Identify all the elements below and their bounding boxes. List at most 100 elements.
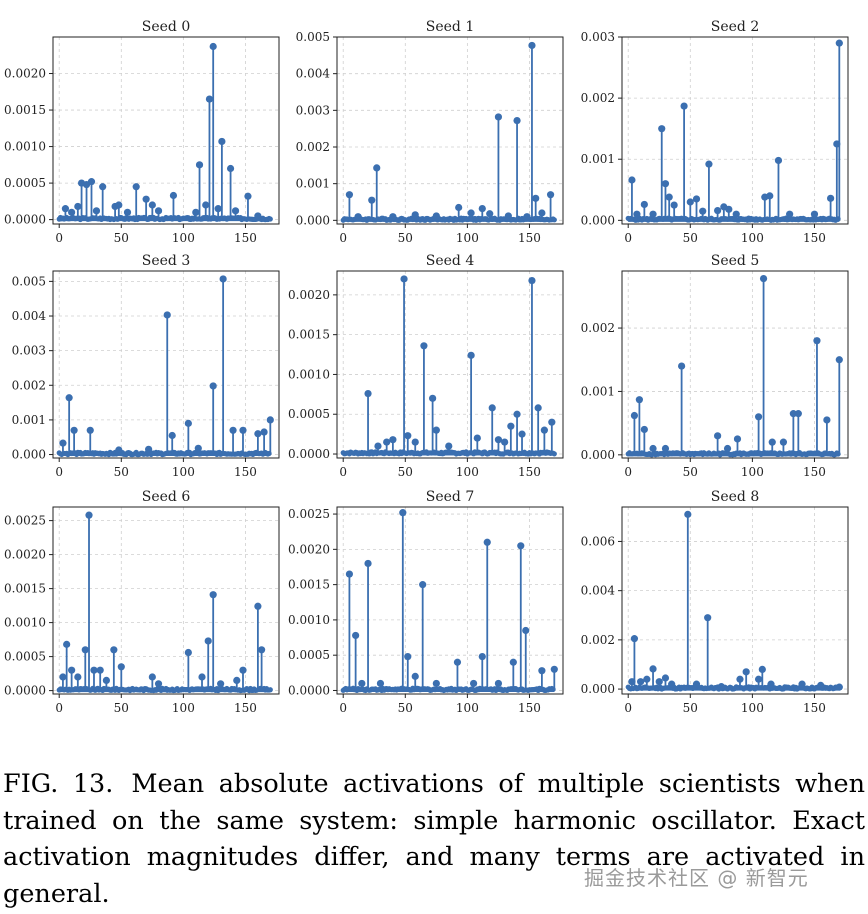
subplot-seed-2: 0 50 100 150 0.000 0.001 0.002 0.003 Seed 2 — [581, 19, 849, 245]
peak-marker — [214, 205, 222, 213]
peak-marker — [507, 422, 515, 430]
peak-marker — [774, 156, 783, 165]
axes-frame — [336, 506, 564, 695]
peak-marker — [204, 637, 212, 645]
x-tick-label: 150 — [518, 231, 541, 245]
peak-marker — [810, 210, 819, 218]
axes-frame — [621, 506, 849, 695]
peak-marker — [254, 430, 262, 438]
peak-marker — [630, 635, 639, 643]
peak-marker — [102, 676, 110, 685]
peak-marker — [649, 210, 657, 218]
peak-marker — [540, 426, 548, 434]
subplot-title: Seed 0 — [142, 19, 190, 35]
peak-marker — [817, 681, 825, 689]
peak-marker — [661, 180, 670, 188]
y-tick-label: 0.0015 — [288, 578, 330, 592]
subplot-seed-4: 0 50 100 150 0.0000 0.0005 0.0010 0.0015 0.0020 S… — [288, 253, 564, 479]
peak-marker — [649, 444, 657, 453]
peak-marker — [404, 432, 412, 440]
peak-marker — [123, 208, 132, 216]
peak-marker — [658, 125, 666, 133]
axes-frame — [52, 36, 280, 225]
peak-marker — [733, 435, 742, 443]
y-tick-label: 0.0005 — [4, 650, 46, 664]
peak-marker — [455, 203, 463, 212]
caption-text: Mean absolute activations of multiple sc… — [3, 769, 865, 909]
x-tick-label: 150 — [234, 701, 257, 715]
peak-marker — [668, 680, 676, 688]
y-tick-label: 0.0025 — [288, 507, 330, 521]
y-tick-label: 0.005 — [296, 30, 330, 44]
peak-marker — [231, 207, 240, 215]
y-tick-label: 0.000 — [581, 448, 615, 462]
subplot-title: Seed 3 — [142, 253, 190, 269]
y-tick-label: 0.0010 — [288, 613, 330, 627]
peak-marker — [399, 509, 407, 517]
peak-marker — [767, 680, 775, 688]
peak-marker — [742, 668, 750, 676]
stem-marker — [551, 217, 557, 223]
x-tick-label: 50 — [398, 231, 413, 245]
peak-marker — [550, 665, 558, 673]
x-tick-label: 0 — [624, 465, 632, 479]
x-tick-label: 150 — [803, 231, 826, 245]
peak-marker — [488, 404, 496, 412]
y-tick-label: 0.0000 — [288, 683, 330, 697]
peak-marker — [244, 192, 252, 200]
y-tick-label: 0.003 — [581, 30, 615, 44]
axes-frame — [52, 270, 280, 459]
y-tick-label: 0.004 — [296, 67, 331, 81]
peak-marker — [411, 672, 419, 680]
peak-marker — [226, 164, 235, 173]
y-tick-label: 0.001 — [581, 152, 615, 166]
y-tick-label: 0.002 — [12, 378, 46, 392]
peak-marker — [81, 646, 89, 654]
peak-marker — [717, 683, 725, 691]
y-tick-label: 0.0010 — [4, 616, 46, 630]
peak-marker — [534, 404, 542, 412]
peak-marker — [404, 653, 412, 661]
peak-marker — [96, 666, 104, 674]
peak-marker — [68, 208, 76, 216]
x-tick-label: 100 — [741, 465, 764, 479]
peak-marker — [209, 591, 217, 599]
peak-marker — [759, 275, 768, 283]
peak-marker — [630, 411, 639, 420]
x-tick-label: 100 — [456, 231, 479, 245]
y-tick-label: 0.000 — [12, 448, 46, 462]
subplot-seed-7: 0 50 100 150 0.0000 0.0005 0.0010 0.0015 0.0020 0… — [288, 489, 564, 715]
x-tick-label: 150 — [518, 701, 541, 715]
peak-marker — [219, 275, 227, 283]
peak-marker — [239, 666, 247, 674]
peak-marker — [86, 426, 94, 434]
peak-marker — [258, 646, 266, 654]
subplot-title: Seed 4 — [426, 253, 475, 269]
peak-marker — [445, 442, 453, 450]
peak-marker — [90, 666, 98, 674]
y-tick-label: 0.0000 — [4, 684, 46, 698]
peak-marker — [254, 602, 262, 610]
peak-marker — [154, 207, 163, 215]
axes-frame — [621, 36, 849, 225]
peak-marker — [628, 176, 636, 184]
peak-marker — [509, 658, 517, 666]
peak-marker — [117, 663, 125, 671]
axes-frame — [52, 506, 280, 695]
peak-marker — [705, 160, 713, 168]
peak-marker — [633, 210, 641, 218]
x-tick-label: 150 — [518, 465, 541, 479]
peak-marker — [786, 210, 794, 218]
peak-marker — [358, 679, 366, 688]
peak-marker — [194, 444, 202, 452]
peak-marker — [374, 442, 382, 450]
y-tick-label: 0.002 — [581, 633, 615, 647]
watermark-text: 掘金技术社区 @ 新智元 — [584, 866, 809, 890]
y-tick-label: 0.002 — [581, 91, 615, 105]
peak-marker — [132, 183, 140, 191]
peak-marker — [532, 194, 540, 202]
peak-marker — [513, 117, 521, 125]
y-tick-label: 0.004 — [12, 309, 47, 323]
x-tick-label: 150 — [803, 465, 826, 479]
y-tick-label: 0.001 — [12, 413, 46, 427]
